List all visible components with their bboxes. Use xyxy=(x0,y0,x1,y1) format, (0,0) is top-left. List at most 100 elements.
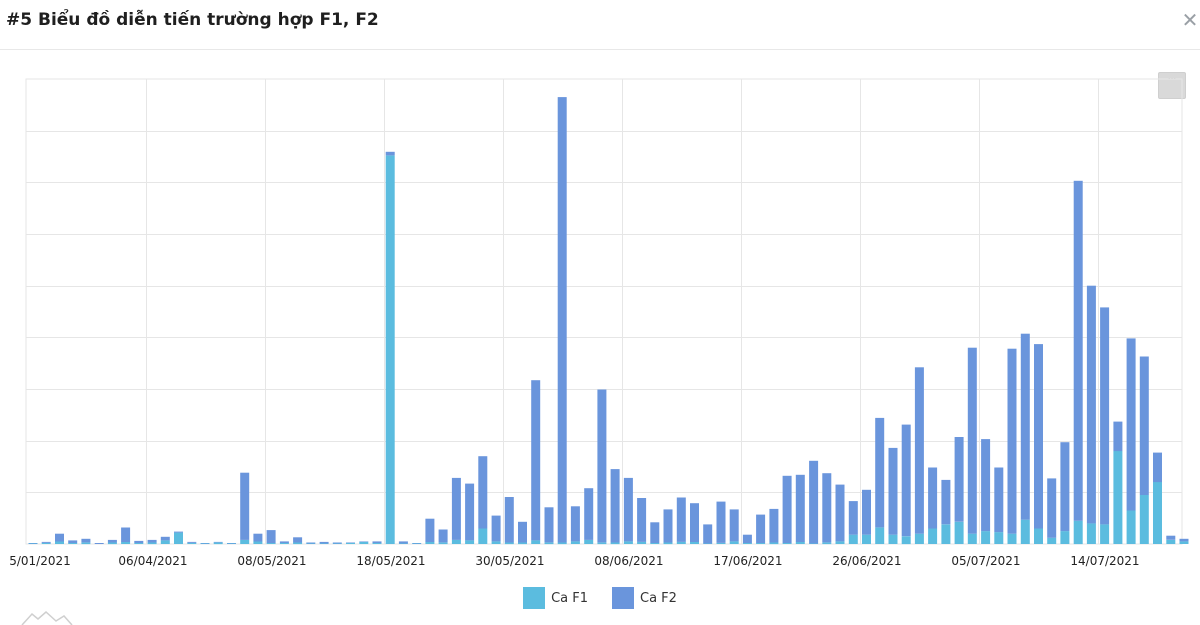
bar-f2 xyxy=(425,518,435,542)
legend-swatch-f1 xyxy=(523,587,546,609)
close-icon[interactable]: ✕ xyxy=(1181,8,1199,32)
bar-f1 xyxy=(332,543,342,544)
bar-f2 xyxy=(835,484,845,542)
x-tick-label: 14/07/2021 xyxy=(1070,554,1139,568)
bar-f2 xyxy=(346,542,355,543)
header: #5 Biểu đồ diễn tiến trường hợp F1, F2 ✕ xyxy=(0,0,1200,50)
x-tick-label: 26/06/2021 xyxy=(832,554,901,568)
bar-f2 xyxy=(200,543,210,544)
bar-f1 xyxy=(1086,523,1096,544)
bar-f2 xyxy=(981,439,991,532)
bar-f1 xyxy=(941,524,951,544)
bar-f2 xyxy=(160,536,170,541)
bar-f1 xyxy=(504,542,514,545)
bar-f2 xyxy=(213,541,223,543)
bar-f1 xyxy=(848,534,858,544)
bar-f2 xyxy=(901,424,911,537)
bar-f2 xyxy=(385,151,395,156)
bar-f1 xyxy=(597,542,607,545)
bar-f1 xyxy=(213,542,223,545)
bar-f2 xyxy=(1047,478,1057,538)
bar-f1 xyxy=(1060,531,1070,544)
bar-f1 xyxy=(1034,528,1043,544)
bar-f1 xyxy=(398,543,408,544)
bar-f2 xyxy=(253,533,263,542)
legend-label-f1: Ca F1 xyxy=(551,590,588,606)
bar-f2 xyxy=(518,521,527,543)
bar-f1 xyxy=(147,542,157,545)
bar-f2 xyxy=(676,497,686,542)
bar-f1 xyxy=(491,541,501,544)
x-tick-label: 08/06/2021 xyxy=(594,554,663,568)
bar-f1 xyxy=(240,539,250,544)
bar-f2 xyxy=(1007,348,1017,534)
x-tick-label: 05/07/2021 xyxy=(951,554,1020,568)
bar-f1 xyxy=(1166,539,1176,544)
legend-item-f2[interactable]: Ca F2 xyxy=(612,587,677,609)
bar-f2 xyxy=(1166,535,1176,540)
bar-f1 xyxy=(1126,510,1136,544)
bar-f1 xyxy=(107,542,117,545)
bar-f1 xyxy=(1139,494,1149,544)
bar-f1 xyxy=(570,541,580,544)
bar-f2 xyxy=(438,529,448,543)
bar-f1 xyxy=(81,542,91,545)
x-tick-label: 08/05/2021 xyxy=(237,554,306,568)
bar-f2 xyxy=(174,531,183,533)
bar-f2 xyxy=(848,501,858,535)
bar-f1 xyxy=(928,528,938,544)
bar-f2 xyxy=(1126,338,1136,511)
bar-f2 xyxy=(504,497,514,543)
bar-f2 xyxy=(94,543,104,544)
bar-f2 xyxy=(398,541,408,544)
legend-label-f2: Ca F2 xyxy=(640,590,677,606)
bar-f1 xyxy=(187,543,197,544)
bar-f2 xyxy=(134,540,144,543)
bar-f2 xyxy=(782,475,792,543)
bar-f2 xyxy=(716,501,726,543)
bar-f2 xyxy=(359,541,369,542)
bar-f2 xyxy=(954,437,964,522)
bar-f1 xyxy=(293,542,303,545)
bar-f2 xyxy=(822,473,832,543)
bar-f1 xyxy=(372,543,382,544)
legend: Ca F1 Ca F2 xyxy=(0,586,1200,610)
bar-f1 xyxy=(200,543,210,544)
bar-f1 xyxy=(518,542,527,545)
bar-f1 xyxy=(584,539,594,544)
bar-f2 xyxy=(41,541,51,543)
bar-f2 xyxy=(914,367,924,534)
legend-item-f1[interactable]: Ca F1 xyxy=(523,587,588,609)
bar-f2 xyxy=(597,389,607,543)
bar-f2 xyxy=(1020,333,1030,520)
bar-f1 xyxy=(981,531,991,544)
bar-f1 xyxy=(756,543,766,544)
bar-f1 xyxy=(465,540,475,544)
bar-f1 xyxy=(346,543,355,544)
bar-f2 xyxy=(55,533,64,542)
x-tick-label: 06/04/2021 xyxy=(118,554,187,568)
bar-f2 xyxy=(1034,344,1043,529)
bar-f2 xyxy=(465,483,475,541)
bar-f2 xyxy=(729,509,739,542)
bar-f2 xyxy=(1073,180,1083,521)
chart-menu-button[interactable]: ··· xyxy=(1158,72,1186,99)
bar-f2 xyxy=(147,539,157,543)
bar-f1 xyxy=(134,543,144,544)
bar-f1 xyxy=(1047,537,1057,544)
x-tick-label: 5/01/2021 xyxy=(9,554,71,568)
bar-f1 xyxy=(1020,519,1030,544)
bar-f2 xyxy=(531,380,541,541)
bar-f2 xyxy=(557,97,567,543)
bar-f2 xyxy=(240,472,250,540)
bar-f2 xyxy=(28,543,38,544)
bar-f1 xyxy=(610,542,620,545)
bar-f2 xyxy=(1060,442,1070,532)
bar-f1 xyxy=(227,543,236,544)
bar-f1 xyxy=(1007,533,1017,544)
bar-f2 xyxy=(690,503,699,542)
bar-f2 xyxy=(1153,452,1162,483)
bar-f2 xyxy=(610,469,620,543)
bar-f1 xyxy=(1073,520,1083,545)
bar-f1 xyxy=(1179,541,1189,544)
